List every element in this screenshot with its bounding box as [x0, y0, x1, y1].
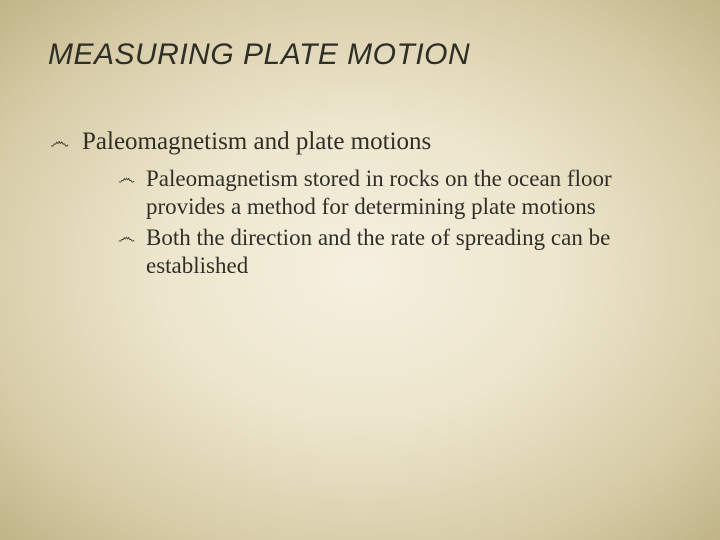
slide-title: MEASURING PLATE MOTION	[48, 38, 672, 72]
bullet-glyph-icon: ෴	[50, 130, 69, 155]
bullet-glyph-icon: ෴	[118, 168, 135, 190]
bullet-level2-text: Paleomagnetism stored in rocks on the oc…	[146, 166, 612, 219]
bullet-level2: ෴ Both the direction and the rate of spr…	[118, 224, 672, 279]
bullet-level1: ෴ Paleomagnetism and plate motions	[48, 126, 672, 157]
bullet-level2-text: Both the direction and the rate of sprea…	[146, 225, 610, 278]
bullet-level1-text: Paleomagnetism and plate motions	[82, 128, 431, 155]
bullet-glyph-icon: ෴	[118, 227, 135, 249]
bullet-level2: ෴ Paleomagnetism stored in rocks on the …	[118, 165, 672, 220]
slide-container: MEASURING PLATE MOTION ෴ Paleomagnetism …	[0, 0, 720, 540]
